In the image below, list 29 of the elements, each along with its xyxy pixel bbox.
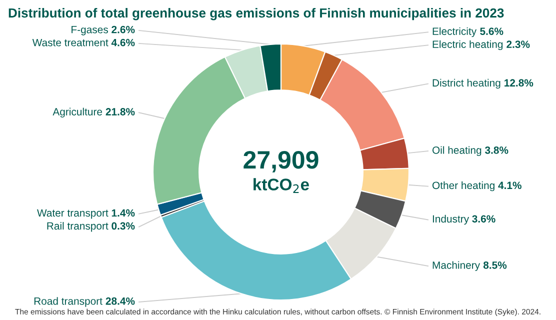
data-label: 2.6%: [112, 26, 135, 34]
slice-label: Agriculture: [52, 108, 102, 118]
slice-label: Rail transport: [47, 222, 108, 232]
data-label: 28.4%: [106, 297, 135, 305]
data-label: 0.3%: [112, 222, 135, 230]
data-label: 4.6%: [111, 38, 135, 46]
slice-label: F-gases: [72, 26, 108, 36]
slice-label: Machinery: [432, 261, 480, 271]
slice-label: Oil heating: [432, 146, 482, 156]
data-label: 12.8%: [504, 79, 534, 87]
text: 27,909: [244, 151, 318, 172]
slice-label: Other heating: [432, 181, 494, 192]
data-label: 1.4%: [112, 209, 135, 217]
slice-label: Water transport: [37, 209, 108, 219]
data-label: 4.1%: [498, 182, 522, 190]
slice-label: Waste treatment: [32, 39, 108, 46]
chart-title: Distribution of total greenhouse gas emissions of Finnish municipalities in 2023: [8, 8, 504, 20]
slice-label: District heating: [432, 78, 500, 89]
data-label: 21.8%: [106, 108, 135, 116]
slice-label: Electric heating: [432, 40, 503, 50]
text: ktCO$_{2}$e: [254, 178, 309, 193]
data-label: 3.6%: [472, 215, 496, 223]
data-label: 2.3%: [506, 40, 530, 48]
data-label: 5.6%: [480, 28, 504, 35]
slice-label: Electricity: [432, 27, 477, 38]
slice-label: Road transport: [34, 297, 102, 307]
slice-label: Industry: [432, 214, 470, 225]
data-label: 8.5%: [483, 261, 507, 269]
data-label: 3.8%: [484, 146, 508, 154]
